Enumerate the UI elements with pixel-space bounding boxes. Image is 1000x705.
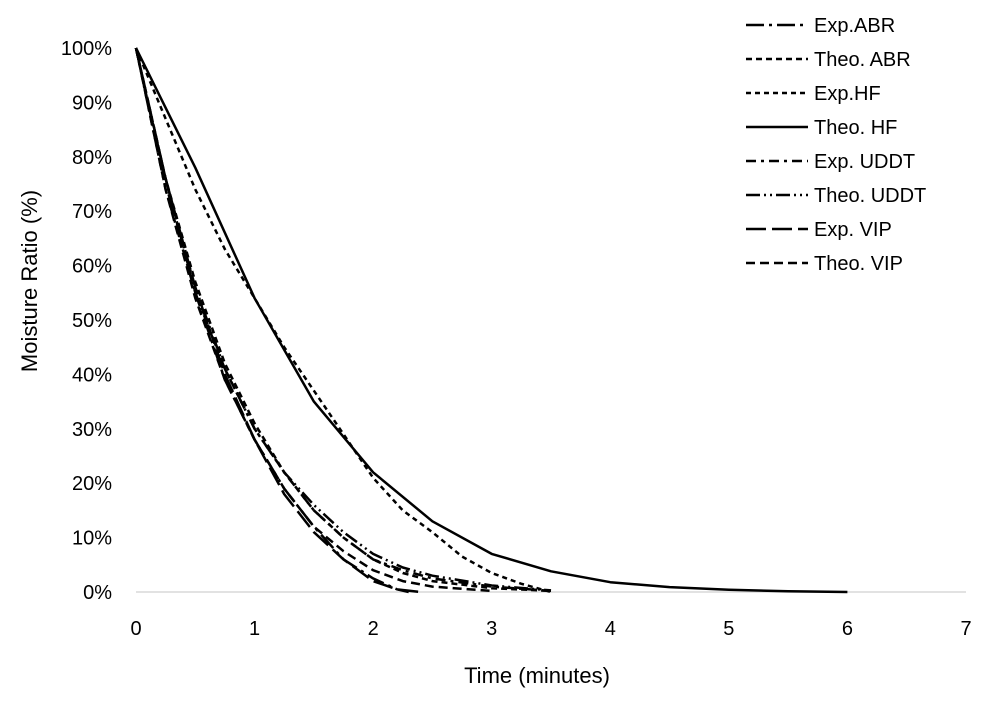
series-line-theo-abr (134, 47, 552, 593)
y-tick-label: 80% (72, 147, 112, 169)
x-tick-label: 1 (249, 618, 260, 640)
legend-label: Exp. UDDT (814, 151, 915, 173)
x-tick-label: 2 (368, 618, 379, 640)
y-tick-label: 10% (72, 528, 112, 550)
x-tick-label: 5 (723, 618, 734, 640)
legend-label: Theo. HF (814, 117, 897, 139)
x-tick-labels: 0 1 2 3 4 5 6 7 (130, 618, 971, 640)
y-tick-label: 70% (72, 201, 112, 223)
x-tick-label: 3 (486, 618, 497, 640)
legend-label: Theo. ABR (814, 49, 911, 71)
y-axis-title: Moisture Ratio (%) (17, 190, 42, 372)
legend-label: Exp. VIP (814, 219, 892, 241)
series-lines (134, 47, 848, 594)
y-tick-label: 100% (61, 38, 112, 60)
legend-label: Theo. VIP (814, 253, 903, 275)
y-tick-label: 30% (72, 419, 112, 441)
series-line-theo-uddt (134, 47, 552, 592)
y-tick-label: 20% (72, 473, 112, 495)
x-tick-label: 7 (960, 618, 971, 640)
series-line-theo-vip (134, 47, 492, 593)
legend-label: Exp.ABR (814, 15, 895, 37)
series-line-exp-uddt (134, 47, 552, 593)
legend-label: Exp.HF (814, 83, 881, 105)
y-tick-label: 60% (72, 256, 112, 278)
series-line-exp-vip (134, 47, 421, 594)
y-tick-label: 90% (72, 92, 112, 114)
x-tick-label: 4 (605, 618, 616, 640)
x-tick-label: 0 (130, 618, 141, 640)
y-tick-labels: 0% 10% 20% 30% 40% 50% 60% 70% 80% 90% 100% (61, 38, 112, 604)
series-line-exp-hf (134, 47, 552, 594)
y-tick-label: 0% (83, 582, 112, 604)
x-axis-title: Time (minutes) (464, 663, 610, 688)
legend: Exp.ABR Theo. ABR Exp.HF Theo. HF Exp. UDDT T… (746, 15, 926, 275)
y-tick-label: 50% (72, 310, 112, 332)
y-tick-label: 40% (72, 364, 112, 386)
x-tick-label: 6 (842, 618, 853, 640)
legend-label: Theo. UDDT (814, 185, 926, 207)
series-line-theo-hf (134, 47, 848, 594)
